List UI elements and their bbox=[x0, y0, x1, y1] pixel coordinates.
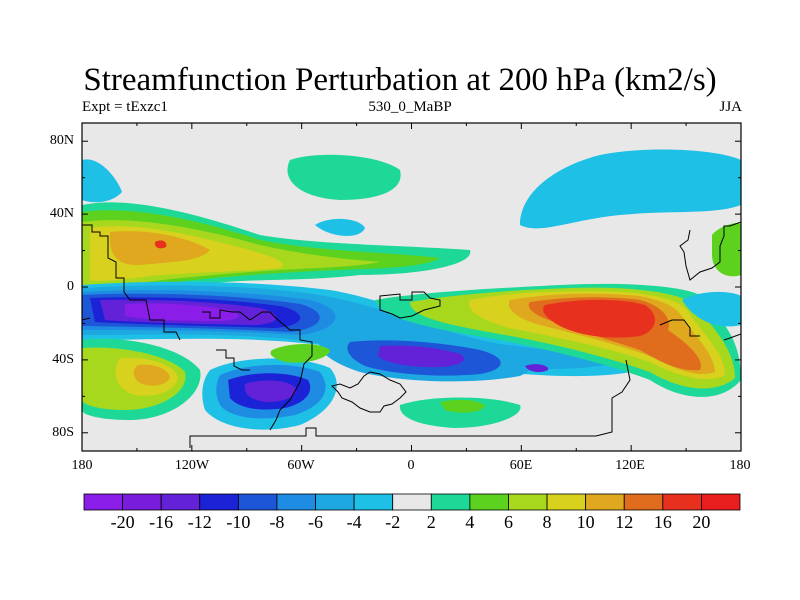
colorbar-swatch bbox=[237, 493, 278, 511]
coast-australia bbox=[189, 359, 631, 448]
colorbar-swatch bbox=[199, 493, 239, 511]
axis-ticks bbox=[81, 123, 742, 451]
contour-east-pacific-blue bbox=[682, 291, 741, 327]
colorbar-swatch bbox=[585, 493, 625, 511]
lon-label-60w: 60W bbox=[287, 458, 315, 473]
colorbar-level-label: 6 bbox=[503, 512, 513, 532]
contour-sindian-green bbox=[399, 397, 521, 428]
colorbar-swatch bbox=[83, 493, 123, 511]
contour-small-blue bbox=[315, 218, 365, 236]
lon-label-120e: 120E bbox=[615, 458, 645, 473]
plot-title: Streamfunction Perturbation at 200 hPa (… bbox=[83, 62, 717, 98]
lat-label-80s: 80S bbox=[52, 425, 74, 440]
colorbar-swatch bbox=[122, 493, 162, 511]
colorbar-level-label: -8 bbox=[269, 512, 285, 532]
case-label: 530_0_MaBP bbox=[368, 99, 452, 115]
colorbar-swatch bbox=[469, 493, 509, 511]
contour-northeast-blue bbox=[520, 149, 741, 229]
contour-sindian-green2 bbox=[440, 399, 485, 413]
experiment-label: Expt = tExzc1 bbox=[82, 99, 168, 115]
season-label: JJA bbox=[719, 99, 742, 115]
coast-asia bbox=[679, 221, 741, 281]
lon-label-180w: 180 bbox=[71, 458, 93, 473]
colorbar-level-label: -16 bbox=[149, 512, 174, 532]
contour-east-atl-g bbox=[712, 223, 741, 277]
lat-label-eq: 0 bbox=[67, 279, 74, 294]
colorbar-level-label: -10 bbox=[226, 512, 251, 532]
contour-spac-pos-12 bbox=[133, 364, 170, 386]
coast-africa bbox=[379, 291, 441, 319]
coast-antarctica-east bbox=[723, 333, 741, 341]
colorbar-swatch bbox=[546, 493, 587, 511]
colorbar-level-label: -2 bbox=[385, 512, 401, 532]
colorbar-level-label: -20 bbox=[110, 512, 135, 532]
colorbar-swatch bbox=[430, 493, 471, 511]
lon-label-0: 0 bbox=[407, 458, 415, 473]
contour-io-pos-20 bbox=[543, 299, 656, 338]
coast-west-edge bbox=[82, 317, 91, 321]
coast-south-pacific-island bbox=[216, 349, 250, 371]
colorbar-swatch bbox=[701, 493, 741, 511]
colorbar-level-label: 4 bbox=[465, 512, 475, 532]
contour-npac-16 bbox=[154, 240, 167, 249]
colorbar-level-label: 10 bbox=[576, 512, 595, 532]
coast-south-america bbox=[202, 309, 313, 431]
colorbar-swatch bbox=[160, 493, 201, 511]
contour-field bbox=[82, 123, 741, 451]
colorbar-swatch bbox=[662, 493, 702, 511]
colorbar-level-label: -6 bbox=[308, 512, 324, 532]
lat-label-40s: 40S bbox=[52, 352, 74, 367]
coastlines bbox=[82, 221, 741, 448]
colorbar-swatch bbox=[392, 493, 432, 511]
contour-sam-neg-16 bbox=[244, 380, 297, 402]
colorbar-level-label: 8 bbox=[542, 512, 552, 532]
lon-label-60e: 60E bbox=[509, 458, 533, 473]
colorbar-level-label: -4 bbox=[346, 512, 362, 532]
lat-label-40n: 40N bbox=[49, 206, 74, 221]
colorbar-swatch bbox=[315, 493, 355, 511]
contour-arctic-pos bbox=[82, 159, 122, 203]
lat-label-80n: 80N bbox=[49, 133, 74, 148]
colorbar-level-label: -12 bbox=[187, 512, 212, 532]
lon-label-180e: 180 bbox=[729, 458, 751, 473]
coast-africa-south bbox=[331, 371, 407, 413]
contour-satl-green bbox=[270, 344, 330, 363]
colorbar-swatch bbox=[623, 493, 664, 511]
colorbar-level-label: 2 bbox=[426, 512, 436, 532]
lon-label-120w: 120W bbox=[174, 458, 210, 473]
coast-north-america bbox=[82, 224, 181, 341]
colorbar bbox=[83, 493, 741, 511]
colorbar-level-label: 16 bbox=[653, 512, 672, 532]
coast-indonesia bbox=[659, 319, 700, 337]
colorbar-swatch bbox=[276, 493, 316, 511]
contour-satl-neg-16 bbox=[378, 345, 464, 368]
colorbar-level-label: 12 bbox=[615, 512, 634, 532]
colorbar-level-label: 20 bbox=[692, 512, 711, 532]
colorbar-swatch bbox=[508, 493, 548, 511]
contour-green-north-atl bbox=[287, 154, 401, 200]
colorbar-swatch bbox=[353, 493, 394, 511]
contour-satl-neg-small bbox=[525, 364, 549, 373]
